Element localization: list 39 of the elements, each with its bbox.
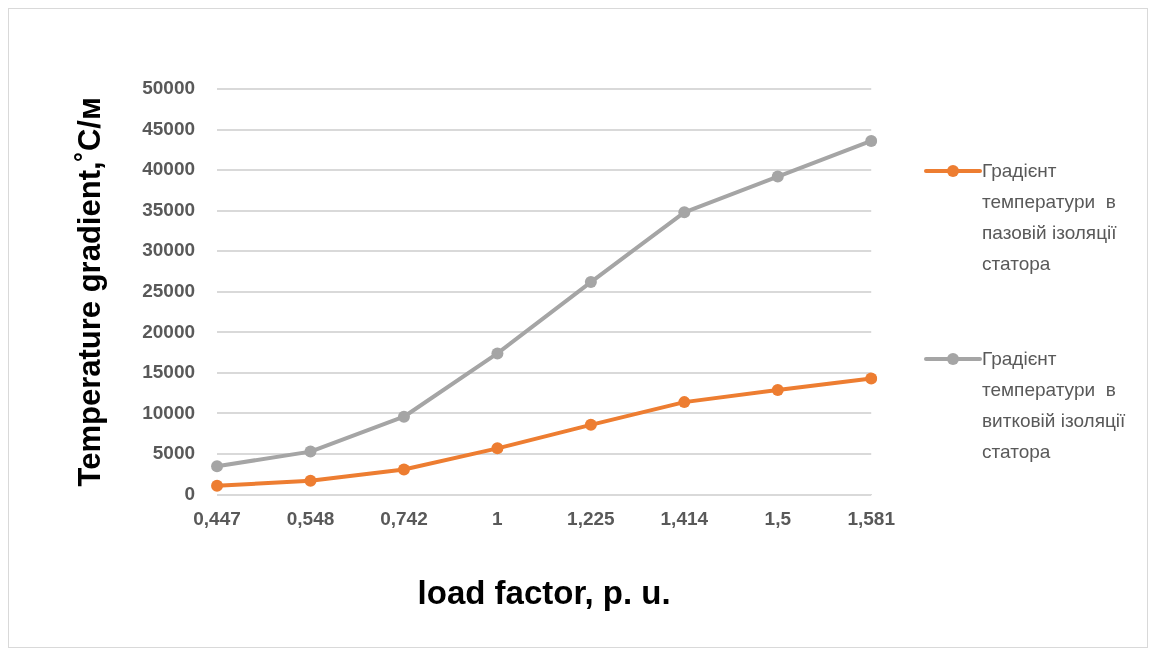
point — [678, 396, 691, 409]
x-tick-label: 0,742 — [380, 508, 428, 530]
x-axis-title: load factor, p. u. — [417, 574, 671, 612]
point — [304, 474, 317, 487]
point — [865, 372, 878, 385]
y-axis-title: Temperature gradient,˚C/м — [72, 97, 108, 487]
legend-label: Градієнт температури в пазовій ізоляції статора — [982, 159, 1118, 276]
point — [491, 442, 504, 455]
x-tick-label: 1 — [492, 508, 504, 530]
point — [211, 460, 224, 473]
x-tick-label: 1,581 — [847, 508, 896, 530]
y-tick-label: 25000 — [142, 280, 196, 302]
point — [491, 347, 504, 360]
point — [865, 134, 878, 147]
point — [771, 383, 784, 396]
point — [678, 206, 691, 219]
y-tick-label: 20000 — [142, 320, 196, 342]
point — [211, 479, 224, 492]
y-tick-label: 0 — [184, 482, 196, 504]
y-tick-label: 10000 — [142, 401, 196, 423]
x-tick-label: 0,548 — [286, 508, 335, 530]
point — [397, 463, 410, 476]
point — [397, 410, 410, 423]
y-tick-label: 5000 — [152, 442, 196, 464]
point — [584, 276, 597, 289]
x-tick-label: 0,447 — [193, 508, 241, 530]
y-tick-label: 50000 — [142, 77, 196, 99]
y-tick-label: 30000 — [142, 239, 196, 261]
x-tick-label: 1,225 — [567, 508, 616, 530]
y-tick-label: 45000 — [142, 117, 196, 139]
x-tick-label: 1,5 — [764, 508, 792, 530]
x-tick-label: 1,414 — [660, 508, 709, 530]
y-tick-label: 40000 — [142, 158, 196, 180]
point — [771, 170, 784, 183]
legend-label: Градієнт температури в витковій ізоляції статора — [982, 347, 1127, 464]
point — [304, 445, 317, 458]
y-tick-label: 35000 — [142, 198, 196, 220]
point — [584, 418, 597, 431]
y-tick-label: 15000 — [142, 361, 196, 383]
